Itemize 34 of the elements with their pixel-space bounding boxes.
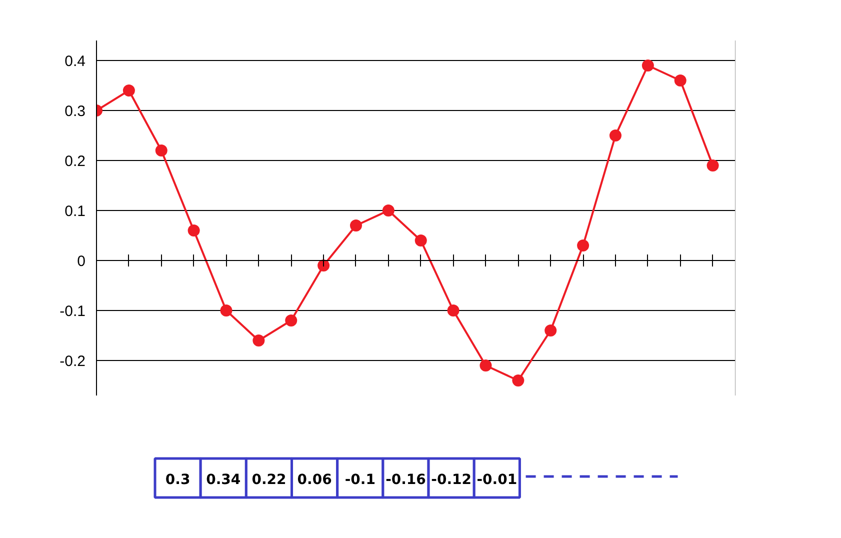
point xyxy=(706,160,719,172)
point xyxy=(122,84,135,96)
text: 0.34 xyxy=(206,472,241,488)
point xyxy=(480,360,492,372)
point xyxy=(414,234,427,246)
point xyxy=(447,304,460,316)
point xyxy=(512,374,524,386)
text: 0.22 xyxy=(252,472,286,488)
point xyxy=(382,204,394,216)
point xyxy=(609,130,622,142)
y-tick-label: -0.1 xyxy=(60,303,86,320)
y-tick-label: 0 xyxy=(77,253,86,270)
point xyxy=(155,144,168,156)
y-tick-label: -0.2 xyxy=(60,353,86,370)
point xyxy=(642,60,654,72)
text: 0.3 xyxy=(165,472,190,488)
point xyxy=(285,314,298,326)
text: -0.01 xyxy=(476,472,518,488)
y-tick-label: 0.2 xyxy=(64,153,86,170)
point xyxy=(674,74,686,86)
y-tick-label: 0.1 xyxy=(64,203,86,220)
text: -0.12 xyxy=(431,472,472,488)
y-tick-label: 0.4 xyxy=(64,53,86,70)
point xyxy=(318,260,330,272)
point xyxy=(577,240,590,252)
point xyxy=(188,224,200,236)
point xyxy=(544,324,557,336)
point xyxy=(220,304,232,316)
text: -0.16 xyxy=(386,472,426,488)
point xyxy=(252,334,265,346)
text: -0.1 xyxy=(344,472,376,488)
point xyxy=(350,220,362,232)
y-tick-label: 0.3 xyxy=(64,103,86,120)
text: 0.06 xyxy=(297,472,332,488)
